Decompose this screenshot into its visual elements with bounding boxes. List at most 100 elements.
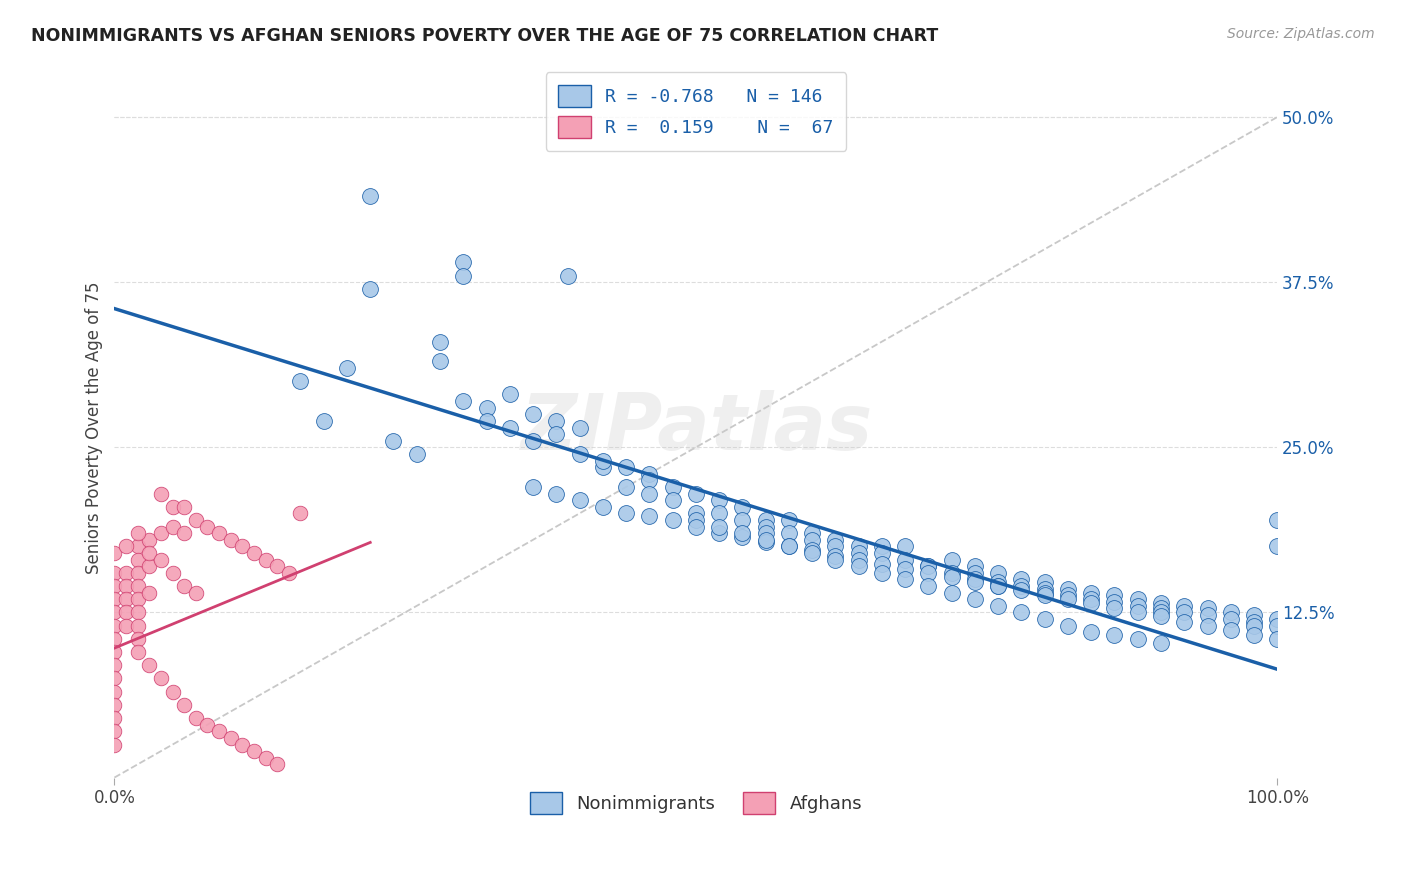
Point <box>592 500 614 514</box>
Point <box>1104 588 1126 602</box>
Point <box>405 447 427 461</box>
Point <box>1219 606 1241 620</box>
Point <box>1080 625 1102 640</box>
Point <box>917 559 939 574</box>
Point <box>987 566 1010 580</box>
Point <box>1265 618 1288 632</box>
Point <box>917 579 939 593</box>
Point <box>638 467 661 481</box>
Point <box>499 387 522 401</box>
Point <box>1265 632 1288 646</box>
Point <box>638 508 661 523</box>
Point <box>149 672 172 686</box>
Point <box>451 394 474 409</box>
Point <box>231 540 253 554</box>
Point <box>1033 588 1056 602</box>
Point <box>475 414 498 428</box>
Legend: Nonimmigrants, Afghans: Nonimmigrants, Afghans <box>519 780 873 824</box>
Point <box>824 540 846 554</box>
Point <box>1010 606 1032 620</box>
Point <box>1057 592 1080 607</box>
Point <box>801 526 824 541</box>
Point <box>208 526 231 541</box>
Point <box>219 731 242 745</box>
Point <box>614 507 637 521</box>
Point <box>290 374 312 388</box>
Point <box>731 500 754 514</box>
Point <box>429 354 451 368</box>
Text: ZIPatlas: ZIPatlas <box>520 390 872 466</box>
Point <box>1173 606 1195 620</box>
Point <box>115 592 138 607</box>
Point <box>208 724 231 739</box>
Point <box>336 361 359 376</box>
Point <box>127 592 149 607</box>
Point <box>231 738 253 752</box>
Point <box>266 559 288 574</box>
Point <box>731 513 754 527</box>
Point <box>1265 540 1288 554</box>
Point <box>755 535 778 549</box>
Point <box>138 559 160 574</box>
Point <box>138 585 160 599</box>
Point <box>1057 618 1080 632</box>
Point <box>1104 628 1126 642</box>
Point <box>1104 601 1126 615</box>
Point <box>1033 575 1056 590</box>
Point <box>103 606 125 620</box>
Point <box>522 434 544 448</box>
Point <box>638 486 661 500</box>
Point <box>359 282 381 296</box>
Point <box>1265 612 1288 626</box>
Point <box>1033 582 1056 596</box>
Point <box>1150 636 1173 650</box>
Point <box>1080 592 1102 607</box>
Point <box>801 546 824 560</box>
Point <box>138 533 160 547</box>
Point <box>557 268 579 283</box>
Point <box>546 414 568 428</box>
Point <box>266 757 288 772</box>
Point <box>731 530 754 544</box>
Point <box>638 473 661 487</box>
Point <box>963 559 986 574</box>
Point <box>987 579 1010 593</box>
Point <box>546 427 568 442</box>
Point <box>184 711 207 725</box>
Point <box>1243 618 1265 632</box>
Point <box>963 592 986 607</box>
Point <box>848 540 870 554</box>
Point <box>685 507 707 521</box>
Point <box>755 526 778 541</box>
Point <box>661 480 683 494</box>
Point <box>103 579 125 593</box>
Point <box>801 533 824 547</box>
Point <box>254 552 277 566</box>
Point <box>685 486 707 500</box>
Point <box>1197 608 1219 623</box>
Point <box>941 566 963 580</box>
Point <box>1243 628 1265 642</box>
Point <box>1010 573 1032 587</box>
Point <box>778 540 800 554</box>
Point <box>661 493 683 508</box>
Point <box>614 460 637 475</box>
Point <box>1150 596 1173 610</box>
Point <box>1265 513 1288 527</box>
Point <box>103 684 125 698</box>
Point <box>987 579 1010 593</box>
Point <box>115 606 138 620</box>
Point <box>115 618 138 632</box>
Point <box>941 585 963 599</box>
Point <box>824 533 846 547</box>
Point <box>963 566 986 580</box>
Point <box>848 546 870 560</box>
Point <box>1010 582 1032 597</box>
Point <box>522 480 544 494</box>
Point <box>162 500 184 514</box>
Y-axis label: Seniors Poverty Over the Age of 75: Seniors Poverty Over the Age of 75 <box>86 281 103 574</box>
Point <box>197 717 219 731</box>
Point <box>917 559 939 574</box>
Point <box>963 573 986 587</box>
Point <box>149 552 172 566</box>
